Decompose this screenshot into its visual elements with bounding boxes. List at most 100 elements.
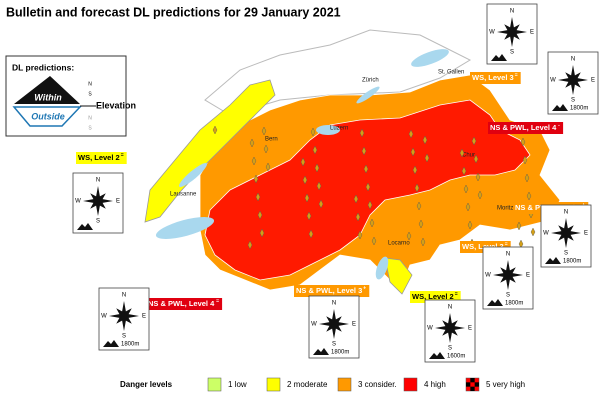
compass-mountain: [77, 223, 93, 230]
marker: [422, 135, 428, 145]
marker: [314, 163, 320, 173]
marker: [522, 155, 528, 165]
region-sup: =: [121, 152, 124, 158]
region-label-box: [146, 298, 223, 310]
danger-swatch: [266, 377, 281, 392]
compass-elevation: 1800m: [563, 259, 581, 265]
marker: [408, 129, 414, 139]
danger-check: [466, 382, 471, 387]
compass-elevation: 1800m: [505, 301, 523, 307]
marker: [259, 228, 265, 238]
marker: [471, 136, 477, 146]
marker: [251, 156, 257, 166]
compass-mountain: [552, 104, 568, 111]
marker: [359, 128, 365, 138]
marker: [424, 153, 430, 163]
compass-star: [558, 65, 588, 95]
danger-check: [474, 382, 479, 387]
marker: [463, 184, 469, 194]
compass-star: [493, 260, 523, 290]
region-sup: -: [558, 122, 560, 128]
compass-e: E: [530, 30, 534, 36]
legend-north: N: [88, 81, 92, 87]
compass-n: N: [448, 305, 452, 311]
marker: [520, 137, 526, 147]
marker: [459, 148, 465, 158]
compass-s: S: [122, 334, 126, 340]
compass-w: W: [543, 231, 549, 237]
marker: [353, 194, 359, 204]
legend-south: S: [88, 91, 92, 97]
marker: [416, 201, 422, 211]
compass-w: W: [550, 78, 556, 84]
marker: [300, 157, 306, 167]
marker: [412, 165, 418, 175]
city-label: Luzern: [330, 126, 348, 132]
compass-n: N: [510, 9, 514, 15]
dynamic-layer: Zürich St. Gallen Bern Luzern Lausanne Chur Lo…: [72, 3, 599, 392]
marker: [265, 162, 271, 172]
compass-mountain: [103, 340, 119, 347]
danger-swatch: [207, 377, 222, 392]
compass-s: S: [332, 342, 336, 348]
marker: [261, 126, 267, 136]
compass-n: N: [564, 210, 568, 216]
region-label-box: [470, 72, 521, 84]
region-label: NS & PWL, Level 3: [296, 286, 362, 295]
region-label-box: [76, 152, 127, 164]
region-label: NS & PWL, Level 4: [148, 299, 215, 308]
city-label: Zürich: [362, 78, 379, 84]
marker: [308, 229, 314, 239]
legend-elevation: Elevation: [96, 100, 136, 110]
danger-label: 5 very high: [486, 380, 525, 389]
marker: [369, 218, 375, 228]
lakes: [155, 49, 449, 280]
marker: [361, 146, 367, 156]
marker: [477, 190, 483, 200]
region-label: NS & PWL, Level 4: [490, 123, 557, 132]
marker: [312, 145, 318, 155]
compass-elevation: 1800m: [331, 350, 349, 356]
danger-label: 3 consider.: [358, 380, 397, 389]
region-label-box: [488, 122, 564, 134]
city-label: Moritz: [497, 206, 513, 212]
compass-star: [83, 186, 113, 216]
marker: [255, 192, 261, 202]
compass-mountain: [487, 299, 503, 306]
marker: [257, 210, 263, 220]
marker: [249, 138, 255, 148]
legend-within: Within: [34, 92, 62, 102]
danger-swatch: [403, 377, 418, 392]
marker: [420, 237, 426, 247]
danger-label: 2 moderate: [287, 380, 328, 389]
compass-s: S: [448, 346, 452, 352]
title: Bulletin and forecast DL predictions for…: [6, 5, 341, 19]
compass-mountain: [313, 348, 329, 355]
marker: [310, 127, 316, 137]
marker: [263, 144, 269, 154]
compass-w: W: [101, 314, 107, 320]
danger-check: [470, 378, 475, 383]
marker: [355, 212, 361, 222]
compass-mountain: [429, 352, 445, 359]
city-label: Chur: [462, 153, 475, 159]
region-label: WS, Level 2: [78, 153, 120, 162]
city-label: Locarno: [388, 241, 410, 247]
compass-star: [551, 218, 581, 248]
compass-elevation: 1800m: [570, 106, 588, 112]
danger-swatch: [337, 377, 352, 392]
marker: [316, 181, 322, 191]
region-sup: =: [455, 291, 458, 297]
compass-s: S: [564, 251, 568, 257]
compass-n: N: [96, 178, 100, 184]
moderate-region: [144, 79, 276, 223]
compass-mountain: [545, 257, 561, 264]
marker: [357, 230, 363, 240]
compass-s: S: [510, 50, 514, 56]
compass-elevation: 1600m: [447, 354, 465, 360]
compass-s: S: [571, 98, 575, 104]
compass-n: N: [571, 57, 575, 63]
marker: [253, 174, 259, 184]
compass-n: N: [506, 252, 510, 258]
